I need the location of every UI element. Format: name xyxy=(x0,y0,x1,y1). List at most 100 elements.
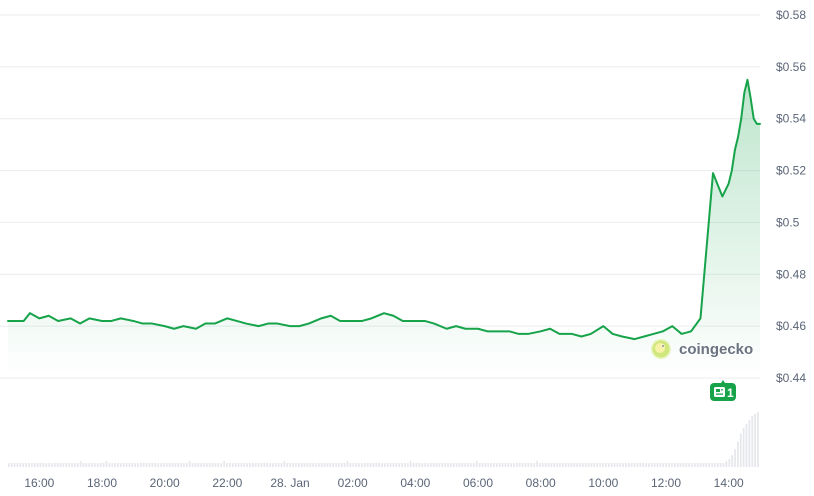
x-tick-label: 14:00 xyxy=(714,476,744,490)
price-line-group xyxy=(7,78,761,341)
volume-bar xyxy=(94,463,96,467)
volume-bar xyxy=(111,463,114,467)
x-tick-label: 12:00 xyxy=(651,476,681,490)
volume-bar xyxy=(538,463,541,467)
volume-bar xyxy=(418,463,421,467)
volume-bar xyxy=(406,463,409,467)
volume-bar xyxy=(656,463,659,467)
volume-bar xyxy=(576,463,579,467)
volume-bar xyxy=(487,463,490,467)
volume-bar xyxy=(633,463,636,467)
volume-bar xyxy=(372,463,375,467)
volume-bar xyxy=(653,463,656,467)
volume-bar xyxy=(484,463,487,467)
volume-bar xyxy=(676,463,679,467)
volume-bar xyxy=(140,463,142,467)
volume-bar xyxy=(56,463,59,467)
volume-bar xyxy=(74,463,76,467)
volume-bar xyxy=(254,463,257,467)
volume-bar xyxy=(154,463,157,467)
volume-bar xyxy=(137,463,139,467)
volume-bar xyxy=(424,463,426,467)
volume-bar xyxy=(231,463,234,467)
volume-bar xyxy=(616,463,619,467)
volume-bar xyxy=(507,463,510,467)
volume-bar xyxy=(36,463,39,467)
volume-bar xyxy=(79,461,82,467)
watermark-text: coingecko xyxy=(679,341,753,358)
volume-bar xyxy=(174,463,177,467)
volume-bar xyxy=(320,463,323,467)
volume-bar xyxy=(200,463,203,467)
volume-bar xyxy=(114,463,116,467)
volume-bar xyxy=(504,463,507,467)
volume-bar xyxy=(662,463,665,467)
volume-bar xyxy=(722,463,725,467)
y-axis: $0.58 $0.56 $0.54 $0.52 $0.5 $0.48 $0.46 $0.44 xyxy=(776,8,806,385)
volume-bar xyxy=(725,461,728,467)
volume-bar xyxy=(472,463,475,467)
volume-bar xyxy=(682,463,685,467)
volume-bar xyxy=(702,463,705,467)
volume-bar xyxy=(369,463,372,467)
volume-bar xyxy=(142,463,145,467)
x-axis: 16:00 18:00 20:00 22:00 28. Jan 02:00 04:00 06:… xyxy=(24,476,744,490)
volume-bar xyxy=(438,463,441,467)
news-badge[interactable]: 1 xyxy=(710,380,736,401)
volume-bar xyxy=(68,463,70,467)
volume-bar xyxy=(536,461,538,467)
volume-bar xyxy=(671,463,673,467)
x-tick-label: 02:00 xyxy=(338,476,368,490)
volume-bar xyxy=(168,463,171,467)
volume-bar xyxy=(128,463,131,467)
volume-bar xyxy=(464,463,467,467)
volume-bar xyxy=(315,463,317,467)
volume-bar xyxy=(289,463,291,467)
volume-bar xyxy=(160,463,162,467)
x-tick-label: 08:00 xyxy=(526,476,556,490)
volume-bar xyxy=(561,463,564,467)
volume-bar xyxy=(605,463,607,467)
volume-bar xyxy=(553,463,556,467)
volume-bar xyxy=(243,463,246,467)
volume-bar xyxy=(229,463,231,467)
volume-bar xyxy=(688,463,690,467)
volume-bar xyxy=(349,463,352,467)
volume-bar xyxy=(461,463,464,467)
volume-bar xyxy=(16,463,19,467)
volume-bar xyxy=(627,463,630,467)
volume-bar xyxy=(421,463,424,467)
volume-bar xyxy=(358,463,360,467)
volume-bar xyxy=(13,463,16,467)
volume-bar xyxy=(693,463,696,467)
volume-bar xyxy=(343,463,346,467)
volume-bar xyxy=(306,463,309,467)
volume-bar xyxy=(145,463,148,467)
volume-bar xyxy=(685,463,688,467)
y-tick-label: $0.54 xyxy=(776,112,806,126)
volume-bar xyxy=(705,463,708,467)
volume-bar xyxy=(441,463,444,467)
volume-bar xyxy=(177,463,180,467)
volume-bar xyxy=(524,463,527,467)
volume-bar xyxy=(361,463,363,467)
volume-bar xyxy=(398,463,401,467)
volume-bar xyxy=(748,419,751,467)
volume-bar xyxy=(564,463,567,467)
volume-bar xyxy=(582,463,584,467)
gecko-logo-icon xyxy=(651,339,671,359)
volume-bar xyxy=(559,463,561,467)
volume-bar xyxy=(102,463,105,467)
volume-bar xyxy=(739,433,742,467)
volume-bar xyxy=(567,463,570,467)
volume-bar xyxy=(119,463,122,467)
volume-bar xyxy=(234,463,237,467)
volume-bar xyxy=(708,463,711,467)
y-tick-label: $0.44 xyxy=(776,371,806,385)
volume-bar xyxy=(217,463,220,467)
volume-bar xyxy=(240,463,243,467)
volume-bar xyxy=(352,463,355,467)
volume-bar xyxy=(148,463,151,467)
volume-bar xyxy=(280,463,283,467)
volume-bar xyxy=(659,463,662,467)
